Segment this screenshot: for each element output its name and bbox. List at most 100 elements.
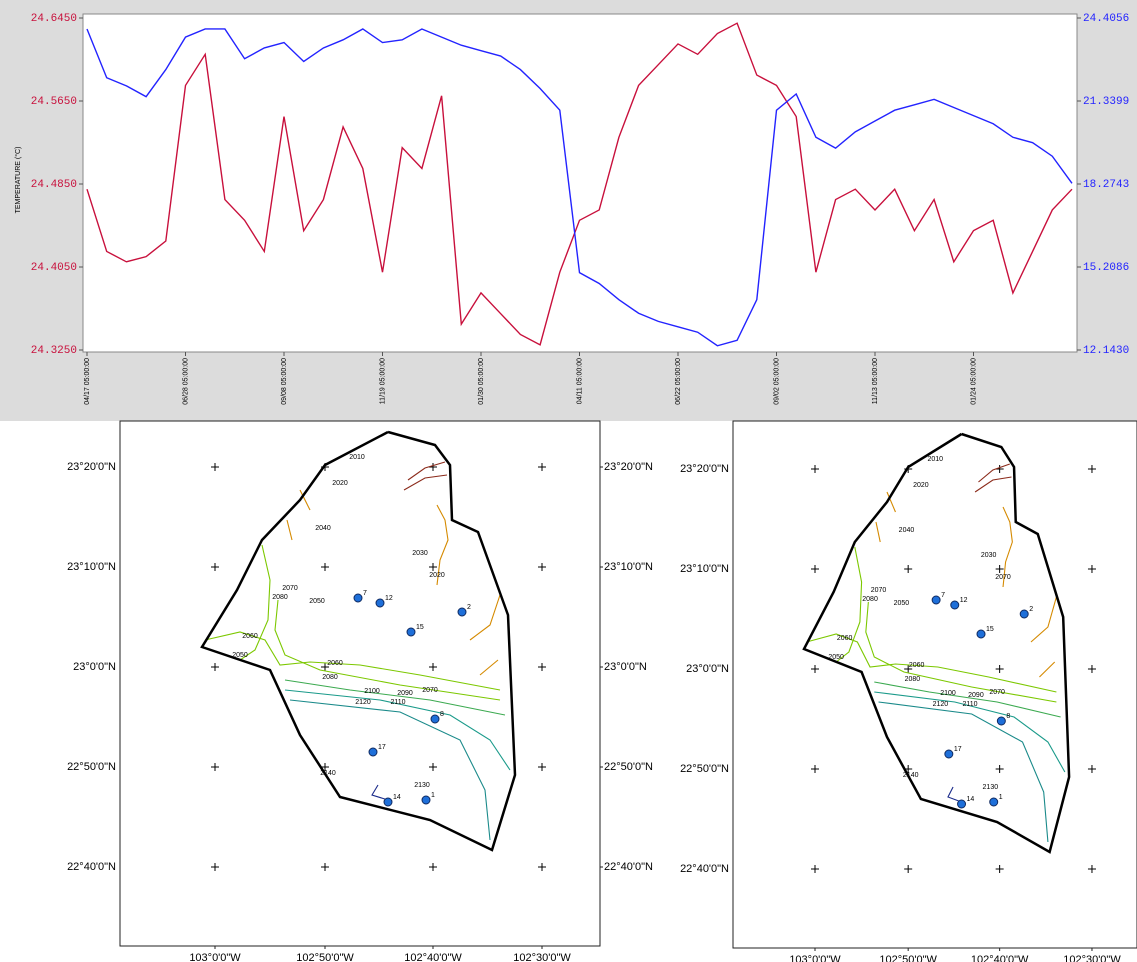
lat-label: 23°10'0"N bbox=[67, 561, 116, 573]
grid-cross bbox=[995, 665, 1004, 673]
contour-line bbox=[806, 633, 1057, 693]
x-tick-label: 04/11 05:00:00 bbox=[576, 358, 583, 404]
y2-tick-label: 12.1430 bbox=[1083, 345, 1129, 357]
contour-label: 2090 bbox=[968, 692, 984, 699]
contour-label: 2050 bbox=[309, 598, 325, 605]
well bbox=[430, 714, 440, 724]
grid-cross bbox=[1087, 865, 1096, 873]
lat-label: 23°0'0"N bbox=[686, 663, 729, 675]
grid-cross bbox=[811, 865, 819, 873]
contour-label: 2050 bbox=[232, 652, 248, 659]
contour-label: 2070 bbox=[422, 687, 438, 694]
data-line bbox=[86, 28, 1073, 347]
well-label: 8 bbox=[440, 711, 444, 718]
well-label: 12 bbox=[960, 597, 968, 604]
grid-cross bbox=[995, 565, 1004, 573]
basin-boundary bbox=[200, 430, 517, 852]
grid-cross bbox=[321, 563, 329, 571]
contour-label: 2030 bbox=[981, 552, 997, 559]
well-label: 8 bbox=[1006, 713, 1010, 720]
contour-line bbox=[299, 489, 311, 511]
contour-line bbox=[835, 546, 863, 663]
contour-label: 2090 bbox=[397, 690, 413, 697]
lat-label: 23°10'0"N bbox=[604, 561, 653, 573]
lat-label: 23°0'0"N bbox=[73, 661, 116, 673]
well bbox=[957, 799, 967, 809]
grid-cross bbox=[538, 463, 546, 471]
map-panel: 23°20'0"N23°20'0"N23°10'0"N23°10'0"N23°0… bbox=[680, 420, 1137, 962]
x-tick-label: 11/19 05:00:00 bbox=[379, 358, 386, 404]
grid-cross bbox=[904, 565, 913, 573]
x-tick-label: 06/22 05:00:00 bbox=[675, 358, 682, 405]
contour-line bbox=[874, 681, 1061, 718]
well-label: 7 bbox=[941, 592, 945, 599]
lat-label: 22°50'0"N bbox=[604, 761, 653, 773]
grid-cross bbox=[211, 463, 219, 471]
y-tick-label: 24.5650 bbox=[31, 96, 77, 108]
contour-line bbox=[239, 544, 271, 661]
contour-label: 2060 bbox=[837, 635, 853, 642]
x-tick-label: 04/17 05:00:00 bbox=[84, 358, 91, 405]
contour-label: 2070 bbox=[989, 689, 1005, 696]
contour-label: 2080 bbox=[862, 596, 878, 603]
contour-label: 2060 bbox=[327, 660, 343, 667]
contour-line bbox=[886, 491, 896, 513]
well bbox=[989, 797, 999, 807]
grid-cross bbox=[904, 865, 913, 873]
grid-cross bbox=[1087, 465, 1096, 473]
grid-cross bbox=[538, 863, 546, 871]
contour-line bbox=[371, 784, 389, 801]
well-label: 2 bbox=[1029, 606, 1033, 613]
contour-line bbox=[479, 659, 499, 676]
well bbox=[976, 629, 986, 639]
grid-cross bbox=[811, 465, 819, 473]
well bbox=[375, 598, 385, 608]
y2-tick-label: 15.2086 bbox=[1083, 262, 1129, 274]
contour-label: 2010 bbox=[349, 454, 365, 461]
lat-label: 23°0'0"N bbox=[604, 661, 647, 673]
well-label: 15 bbox=[986, 626, 994, 633]
grid-cross bbox=[321, 663, 329, 671]
grid-cross bbox=[429, 863, 437, 871]
lon-label: 102°40'0"W bbox=[971, 954, 1029, 962]
contour-label: 2040 bbox=[315, 525, 331, 532]
contour-label: 2140 bbox=[903, 772, 919, 779]
contour-line bbox=[878, 701, 1049, 843]
grid-cross bbox=[429, 663, 437, 671]
grid-cross bbox=[211, 663, 219, 671]
y2-tick-label: 18.2743 bbox=[1083, 179, 1129, 191]
contour-line bbox=[947, 786, 962, 803]
y2-tick-label: 24.4056 bbox=[1083, 13, 1129, 25]
grid-cross bbox=[995, 765, 1004, 773]
well bbox=[944, 749, 954, 759]
grid-cross bbox=[1087, 765, 1096, 773]
contour-label: 2130 bbox=[983, 784, 999, 791]
contour-label: 2030 bbox=[412, 550, 428, 557]
lon-label: 102°30'0"W bbox=[513, 952, 571, 962]
contour-line bbox=[875, 521, 881, 543]
lon-label: 102°50'0"W bbox=[879, 954, 937, 962]
contour-label: 2120 bbox=[933, 701, 949, 708]
well-label: 1 bbox=[431, 792, 435, 799]
contour-label: 2070 bbox=[995, 574, 1011, 581]
well-label: 17 bbox=[954, 746, 962, 753]
well-label: 17 bbox=[378, 744, 386, 751]
grid-cross bbox=[538, 763, 546, 771]
grid-cross bbox=[811, 765, 819, 773]
contour-label: 2120 bbox=[355, 699, 371, 706]
grid-cross bbox=[995, 865, 1004, 873]
well bbox=[353, 593, 363, 603]
contour-label: 2130 bbox=[414, 782, 430, 789]
well bbox=[931, 595, 941, 605]
lat-label: 23°20'0"N bbox=[680, 463, 729, 475]
y2-tick-label: 21.3399 bbox=[1083, 96, 1129, 108]
contour-line bbox=[1002, 506, 1013, 588]
contour-line bbox=[204, 631, 501, 691]
contour-line bbox=[289, 699, 491, 841]
plot-area bbox=[82, 13, 1078, 353]
x-tick-label: 09/02 05:00:00 bbox=[773, 358, 780, 405]
data-line bbox=[86, 22, 1073, 346]
y-tick-label: 24.4850 bbox=[31, 179, 77, 191]
basin-boundary bbox=[802, 432, 1071, 854]
well bbox=[383, 797, 393, 807]
